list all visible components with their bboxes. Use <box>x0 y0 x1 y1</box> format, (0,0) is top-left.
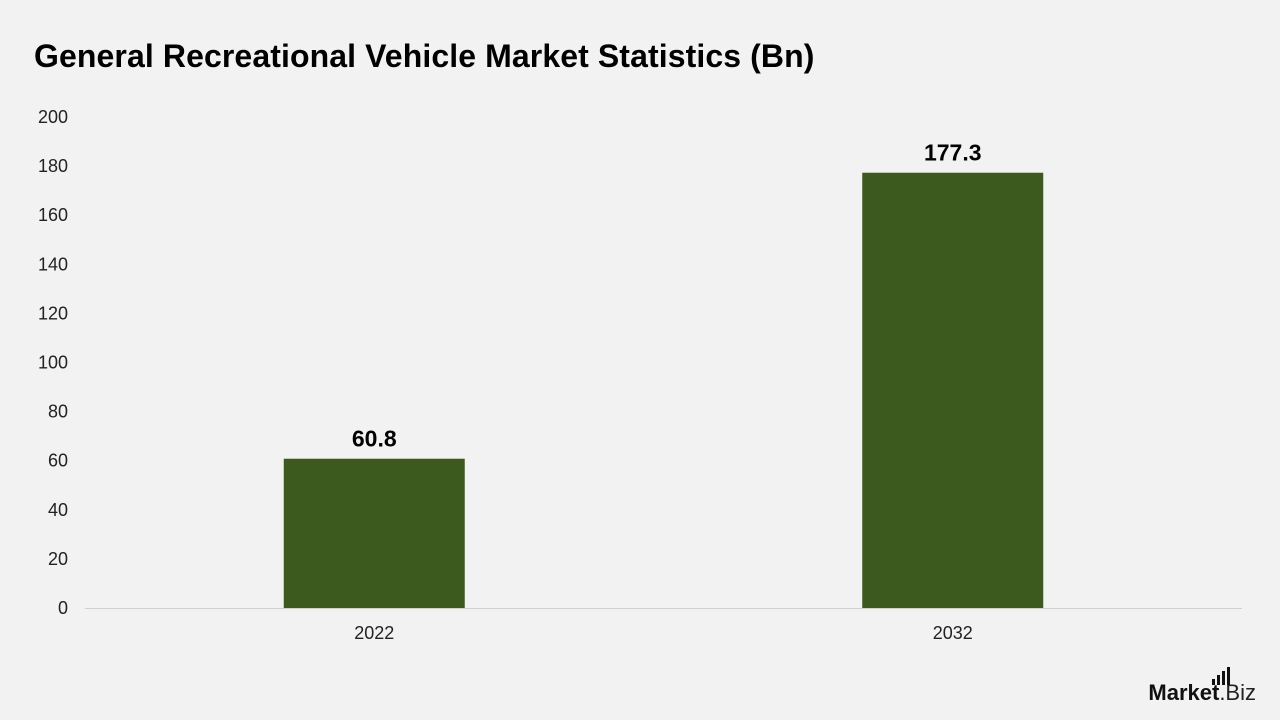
x-tick-label: 2032 <box>933 623 973 643</box>
y-tick-label: 180 <box>38 156 68 176</box>
y-tick-label: 80 <box>48 402 68 422</box>
bar <box>283 458 465 608</box>
chart-title: General Recreational Vehicle Market Stat… <box>34 38 815 74</box>
bar <box>862 172 1044 608</box>
x-tick-label: 2022 <box>354 623 394 643</box>
y-tick-label: 0 <box>58 598 68 618</box>
bar-chart-icon <box>1212 667 1231 685</box>
y-tick-label: 200 <box>38 107 68 127</box>
data-label: 60.8 <box>352 426 397 452</box>
y-tick-label: 140 <box>38 254 68 274</box>
y-tick-label: 160 <box>38 205 68 225</box>
y-tick-label: 60 <box>48 451 68 471</box>
brand-logo-name: Market <box>1148 680 1220 705</box>
data-label: 177.3 <box>924 140 982 166</box>
y-tick-label: 40 <box>48 500 68 520</box>
y-tick-label: 20 <box>48 549 68 569</box>
y-tick-label: 100 <box>38 353 68 373</box>
brand-logo-suffix: .Biz <box>1219 680 1256 705</box>
y-tick-label: 120 <box>38 303 68 323</box>
brand-logo: Market .Biz <box>1148 667 1256 706</box>
